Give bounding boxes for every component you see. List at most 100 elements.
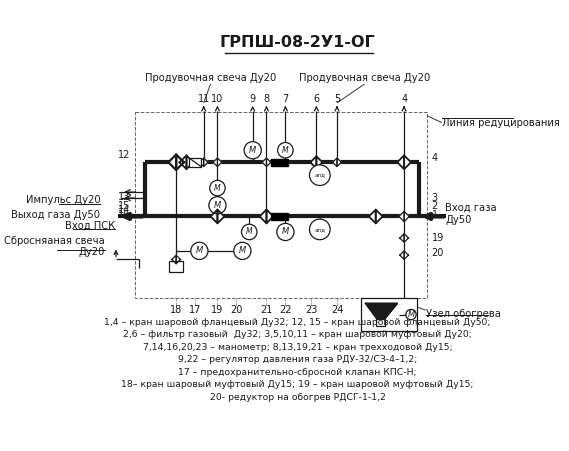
Text: Продувочная свеча Ду20: Продувочная свеча Ду20	[145, 73, 276, 83]
Circle shape	[310, 219, 330, 239]
Text: 9,22 – регулятор давления газа РДУ-32/СЗ-4–1,2;: 9,22 – регулятор давления газа РДУ-32/СЗ…	[178, 355, 417, 364]
Polygon shape	[404, 251, 409, 259]
Bar	[361, 298, 417, 331]
Text: 1,4 – кран шаровой фланцевый Ду32; 12, 15 – кран шаровой фланцевый Ду50;: 1,4 – кран шаровой фланцевый Ду32; 12, 1…	[104, 318, 490, 327]
Polygon shape	[187, 156, 193, 169]
Text: 5: 5	[334, 94, 340, 105]
Circle shape	[406, 309, 416, 320]
Text: M: M	[246, 227, 253, 236]
Text: Сбросняаная свеча
Ду20: Сбросняаная свеча Ду20	[4, 236, 105, 258]
Text: 21: 21	[260, 305, 273, 315]
Text: M: M	[282, 146, 288, 155]
Polygon shape	[397, 156, 404, 169]
Circle shape	[277, 223, 294, 240]
Text: Узел обогрева: Узел обогрева	[426, 308, 501, 319]
Polygon shape	[211, 210, 217, 223]
Bar	[135, 111, 427, 298]
Text: 9: 9	[250, 94, 256, 105]
Polygon shape	[400, 234, 404, 242]
Text: 17: 17	[189, 305, 201, 315]
Text: M: M	[282, 227, 289, 236]
Circle shape	[241, 224, 257, 239]
Text: 23: 23	[305, 305, 318, 315]
Text: ГРПШ-08-2У1-ОГ: ГРПШ-08-2У1-ОГ	[220, 35, 376, 50]
Polygon shape	[310, 156, 316, 168]
Text: 2: 2	[432, 201, 438, 211]
Polygon shape	[369, 210, 376, 223]
Text: Вход ПСК: Вход ПСК	[65, 221, 115, 231]
Text: Импульс Ду20: Импульс Ду20	[26, 195, 101, 205]
Polygon shape	[176, 255, 180, 264]
Polygon shape	[168, 155, 176, 170]
Text: M: M	[249, 146, 257, 155]
Text: 1: 1	[432, 210, 438, 220]
Circle shape	[310, 165, 330, 185]
Text: 3: 3	[432, 193, 438, 202]
Polygon shape	[404, 234, 409, 242]
Text: 20- редуктор на обогрев РДСГ-1-1,2: 20- редуктор на обогрев РДСГ-1-1,2	[209, 393, 385, 402]
Circle shape	[210, 180, 225, 196]
Circle shape	[191, 242, 208, 259]
Circle shape	[244, 142, 261, 159]
Polygon shape	[337, 158, 341, 166]
Polygon shape	[266, 158, 271, 166]
Circle shape	[278, 143, 293, 158]
Polygon shape	[400, 251, 404, 259]
Text: 7: 7	[282, 94, 288, 105]
Text: 10: 10	[211, 94, 224, 105]
Polygon shape	[259, 210, 266, 223]
Circle shape	[209, 197, 226, 214]
Polygon shape	[172, 255, 176, 264]
Text: 12: 12	[118, 150, 130, 161]
Text: 7,14,16,20,23 – манометр; 8,13,19,21 – кран трехходовой Ду15;: 7,14,16,20,23 – манометр; 8,13,19,21 – к…	[143, 343, 452, 352]
Polygon shape	[316, 156, 323, 168]
Text: 2,6 – фильтр газовый  Ду32; 3,5,10,11 – кран шаровой муфтовый Ду20;: 2,6 – фильтр газовый Ду32; 3,5,10,11 – к…	[123, 331, 472, 340]
Polygon shape	[266, 210, 273, 223]
Text: 15: 15	[118, 201, 130, 211]
Text: M: M	[196, 246, 203, 255]
Polygon shape	[404, 156, 411, 169]
Polygon shape	[376, 210, 382, 223]
Polygon shape	[213, 158, 217, 166]
Bar	[169, 261, 183, 272]
Text: 20: 20	[230, 305, 242, 315]
Bar	[271, 159, 288, 166]
Polygon shape	[199, 158, 204, 166]
Text: Продувочная свеча Ду20: Продувочная свеча Ду20	[299, 73, 430, 83]
Text: 24: 24	[331, 305, 343, 315]
Polygon shape	[176, 155, 184, 170]
Bar	[271, 213, 288, 220]
Text: апд: апд	[314, 227, 325, 232]
Text: 19: 19	[211, 305, 224, 315]
Polygon shape	[217, 210, 224, 223]
Text: 13: 13	[118, 192, 130, 202]
Text: Вход газа
Ду50: Вход газа Ду50	[446, 203, 497, 225]
Polygon shape	[217, 158, 222, 166]
Text: M: M	[214, 184, 221, 193]
Circle shape	[234, 242, 251, 259]
Text: M: M	[407, 310, 415, 319]
Text: Линия редуцирования: Линия редуцирования	[442, 118, 560, 128]
Text: апд: апд	[314, 173, 325, 178]
Text: M: M	[239, 246, 246, 255]
Polygon shape	[399, 212, 404, 221]
Polygon shape	[365, 304, 398, 324]
Text: Выход газа Ду50: Выход газа Ду50	[11, 210, 101, 220]
Text: 8: 8	[263, 94, 270, 105]
Text: 18: 18	[170, 305, 182, 315]
Text: 4: 4	[432, 153, 438, 163]
Text: 6: 6	[314, 94, 319, 105]
Text: 16: 16	[118, 210, 130, 220]
Text: 19: 19	[432, 233, 444, 243]
Text: 14: 14	[118, 205, 130, 215]
Text: 4: 4	[401, 94, 407, 105]
Polygon shape	[404, 212, 409, 221]
Text: 22: 22	[279, 305, 292, 315]
Text: M: M	[214, 201, 221, 210]
Text: 18– кран шаровый муфтовый Ду15; 19 – кран шаровой муфтовый Ду15;: 18– кран шаровый муфтовый Ду15; 19 – кра…	[121, 380, 474, 389]
Polygon shape	[204, 158, 208, 166]
Bar	[189, 158, 201, 166]
Polygon shape	[180, 156, 187, 169]
Text: 20: 20	[432, 249, 444, 258]
Polygon shape	[333, 158, 337, 166]
